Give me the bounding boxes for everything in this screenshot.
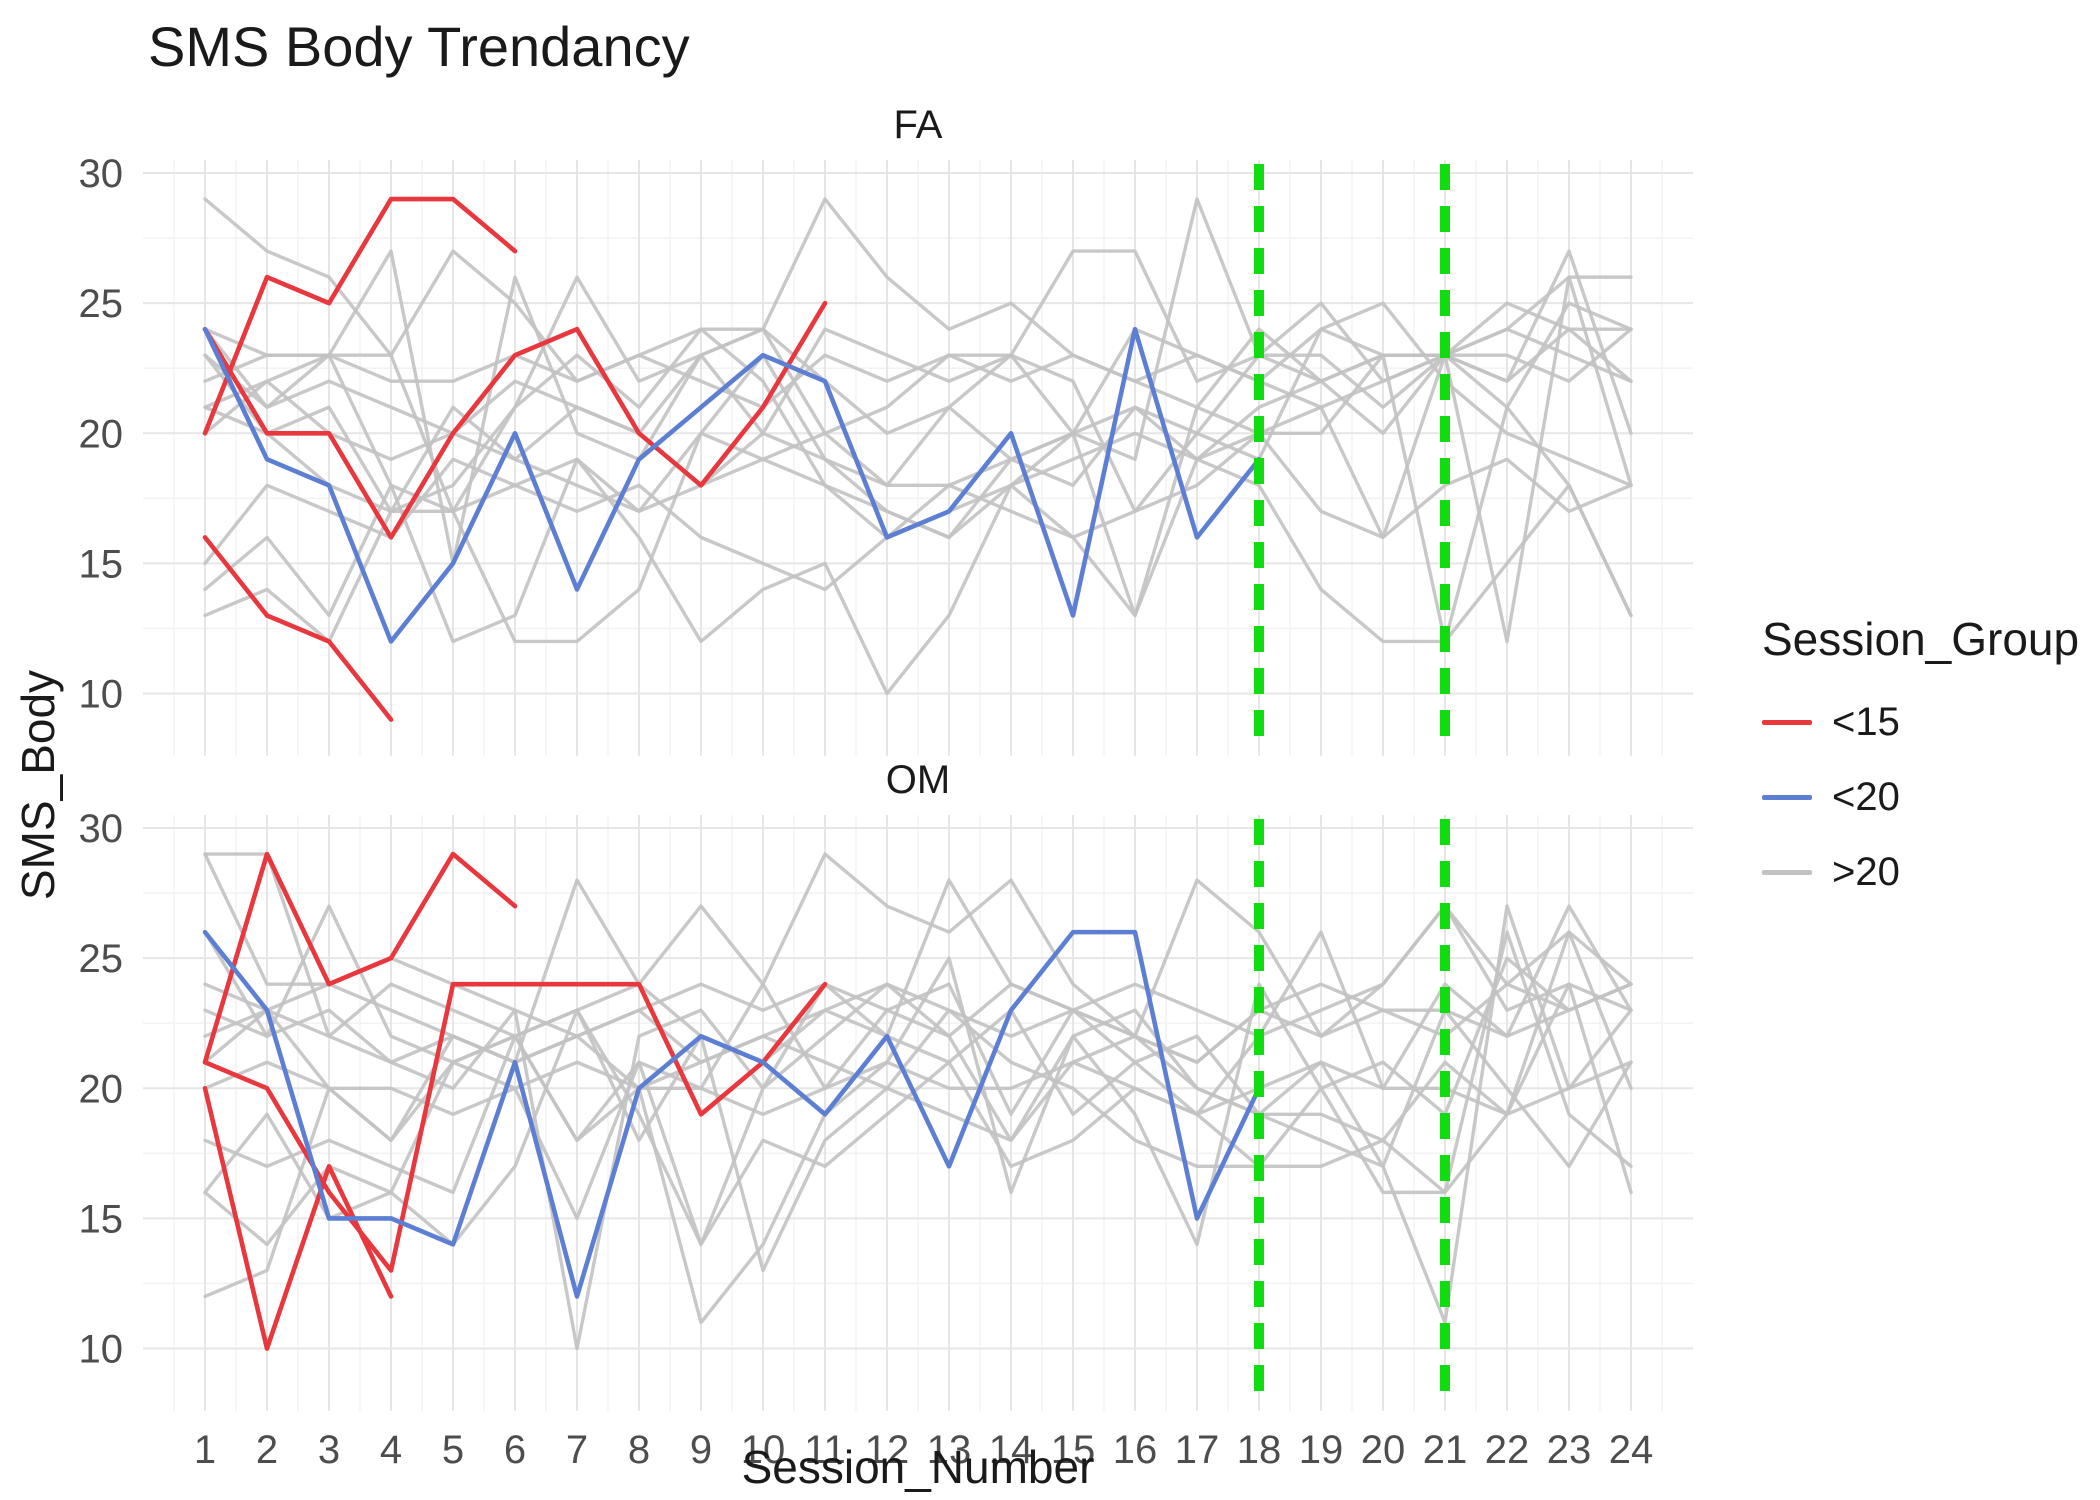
legend-entry-label: >20 (1832, 850, 1900, 894)
legend-key-line (1762, 795, 1812, 800)
series-line-FA (203, 431, 1633, 592)
series-line-FA (202, 300, 828, 540)
series-line-OM (203, 878, 1633, 1064)
y-tick-label: 30 (79, 807, 124, 851)
legend-entry: <20 (1762, 775, 2079, 820)
x-axis-title: Session_Number (741, 1441, 1095, 1493)
x-tick-label: 22 (1485, 1428, 1530, 1472)
x-tick-label: 14 (989, 1428, 1034, 1472)
y-axis-title: SMS_Body (12, 669, 64, 901)
x-tick-label: 10 (741, 1428, 786, 1472)
legend-entry-label: <20 (1832, 775, 1900, 819)
series-line-FA (202, 196, 518, 436)
x-tick-label: 21 (1423, 1428, 1468, 1472)
legend-key-line (1762, 870, 1812, 875)
x-tick-label: 17 (1175, 1428, 1220, 1472)
x-tick-label: 20 (1361, 1428, 1406, 1472)
series-line-OM (203, 930, 1633, 1351)
legend: Session_Group <15 <20 >20 (1762, 612, 2079, 925)
series-line-OM (202, 981, 828, 1273)
x-tick-label: 19 (1299, 1428, 1344, 1472)
series-line-FA (203, 327, 1633, 409)
facet-label-OM: OM (886, 758, 950, 802)
x-tick-label: 7 (566, 1428, 588, 1472)
x-tick-label: 18 (1237, 1428, 1282, 1472)
x-tick-label: 11 (804, 1428, 846, 1472)
chart-title: SMS Body Trendancy (148, 15, 690, 78)
legend-entry-label: <15 (1832, 700, 1900, 744)
x-tick-label: 12 (865, 1428, 910, 1472)
x-tick-label: 16 (1113, 1428, 1158, 1472)
x-tick-label: 2 (256, 1428, 278, 1472)
x-tick-label: 15 (1051, 1428, 1096, 1472)
panel-FA: 10 15 20 25 30 FA (79, 103, 1693, 756)
x-tick-label: 24 (1609, 1428, 1654, 1472)
x-tick-label: 8 (628, 1428, 650, 1472)
y-tick-label: 30 (79, 152, 124, 196)
legend-title: Session_Group (1762, 613, 2080, 665)
x-tick-label: 4 (380, 1428, 402, 1472)
facet-label-FA: FA (894, 103, 943, 147)
series-line-OM (203, 1060, 1633, 1117)
legend-entry: <15 (1762, 700, 2079, 745)
x-tick-label: 3 (318, 1428, 340, 1472)
series-line-FA (203, 301, 1633, 514)
y-tick-label: 25 (79, 282, 124, 326)
y-tick-label: 10 (79, 673, 124, 717)
y-tick-label: 15 (79, 542, 124, 586)
y-tick-label: 15 (79, 1197, 124, 1241)
series-line-FA (203, 197, 1633, 462)
series-line-OM (203, 930, 1633, 1247)
x-tick-label: 5 (442, 1428, 464, 1472)
x-tick-label: 6 (504, 1428, 526, 1472)
legend-key-line (1762, 720, 1812, 725)
y-tick-label: 25 (79, 937, 124, 981)
x-tick-label: 1 (194, 1428, 216, 1472)
legend-entries: <15 <20 >20 (1762, 700, 2079, 895)
series-line-OM (203, 852, 1633, 1038)
series-line-OM (202, 929, 1262, 1299)
y-tick-label: 20 (79, 412, 124, 456)
x-tick-label: 13 (927, 1428, 972, 1472)
series-line-FA (202, 535, 394, 722)
series-line-OM (203, 956, 1633, 1325)
y-tick-label: 20 (79, 1067, 124, 1111)
y-tick-label: 10 (79, 1328, 124, 1372)
series-line-OM (202, 851, 518, 1065)
x-tick-label: 9 (690, 1428, 712, 1472)
series-line-FA (202, 326, 1262, 644)
x-tick-label: 23 (1547, 1428, 1592, 1472)
legend-entry: >20 (1762, 850, 2079, 895)
